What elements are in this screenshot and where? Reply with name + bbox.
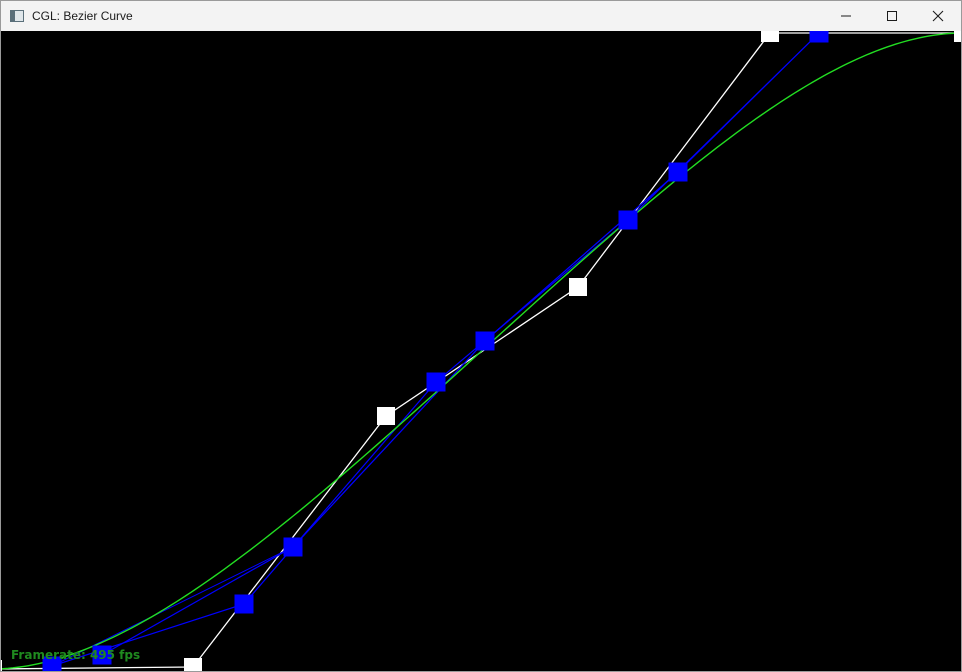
subdivision-point-b-3[interactable] [668,162,688,182]
minimize-button[interactable] [823,1,869,31]
subdivision-point-a-3[interactable] [618,210,638,230]
render-canvas[interactable]: Framerate: 495 fps [1,23,961,672]
close-button[interactable] [915,1,961,31]
title-bar[interactable]: CGL: Bezier Curve [1,1,961,31]
subdivision-polyline-c [51,32,820,667]
close-icon [932,10,944,22]
maximize-button[interactable] [869,1,915,31]
control-point-1[interactable] [184,658,202,672]
minimize-icon [841,15,851,17]
control-point-3[interactable] [569,278,587,296]
maximize-icon [887,11,897,21]
control-point-0[interactable] [1,660,2,672]
subdivision-polyline-a [51,32,820,667]
framerate-label: Framerate: 495 fps [11,648,141,662]
subdivision-point-a-4[interactable] [809,23,829,43]
subdivision-point-b-1[interactable] [283,537,303,557]
bezier-scene[interactable] [1,23,961,672]
subdivision-point-a-0[interactable] [42,656,62,672]
app-window-icon [10,10,24,22]
subdivision-point-b-2[interactable] [475,331,495,351]
subdivision-point-a-1[interactable] [234,594,254,614]
control-point-5[interactable] [954,24,961,42]
subdivision-point-b-0[interactable] [92,645,112,665]
bezier-curve [1,32,961,670]
control-point-2[interactable] [377,407,395,425]
subdivision-point-a-2[interactable] [426,372,446,392]
control-point-4[interactable] [761,24,779,42]
window-title: CGL: Bezier Curve [32,9,133,23]
